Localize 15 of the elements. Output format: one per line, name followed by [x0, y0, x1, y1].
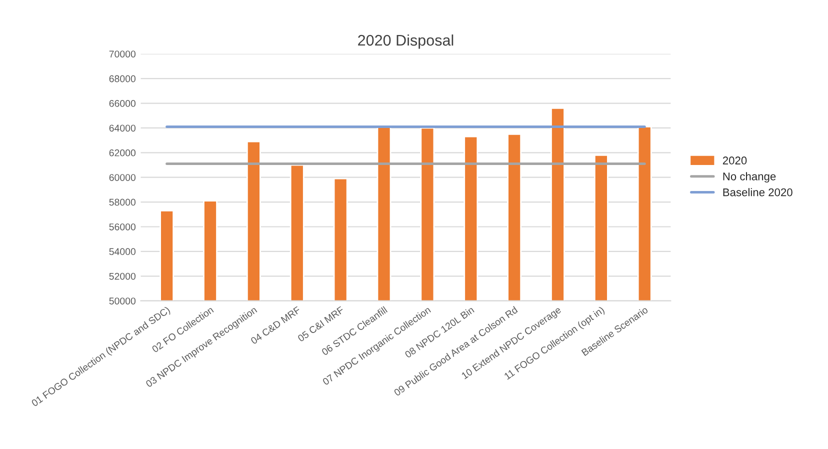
y-tick-label: 52000	[109, 272, 136, 280]
y-tick-label: 70000	[109, 50, 136, 58]
y-tick-label: 66000	[109, 100, 136, 107]
y-tick-label: 68000	[109, 75, 136, 82]
y-tick-label: 60000	[109, 174, 136, 181]
y-tick-label: 56000	[109, 223, 136, 230]
y-tick-label: 54000	[109, 248, 136, 256]
chart-title: 2020 Disposal	[358, 34, 454, 49]
legend-label: Baseline 2020	[723, 188, 792, 196]
legend-label: No change	[723, 172, 776, 183]
y-tick-label: 58000	[109, 198, 136, 206]
y-tick-label: 64000	[109, 124, 136, 132]
legend-label: 2020	[722, 156, 747, 164]
y-tick-label: 62000	[109, 149, 136, 156]
y-tick-label: 50000	[109, 298, 136, 304]
